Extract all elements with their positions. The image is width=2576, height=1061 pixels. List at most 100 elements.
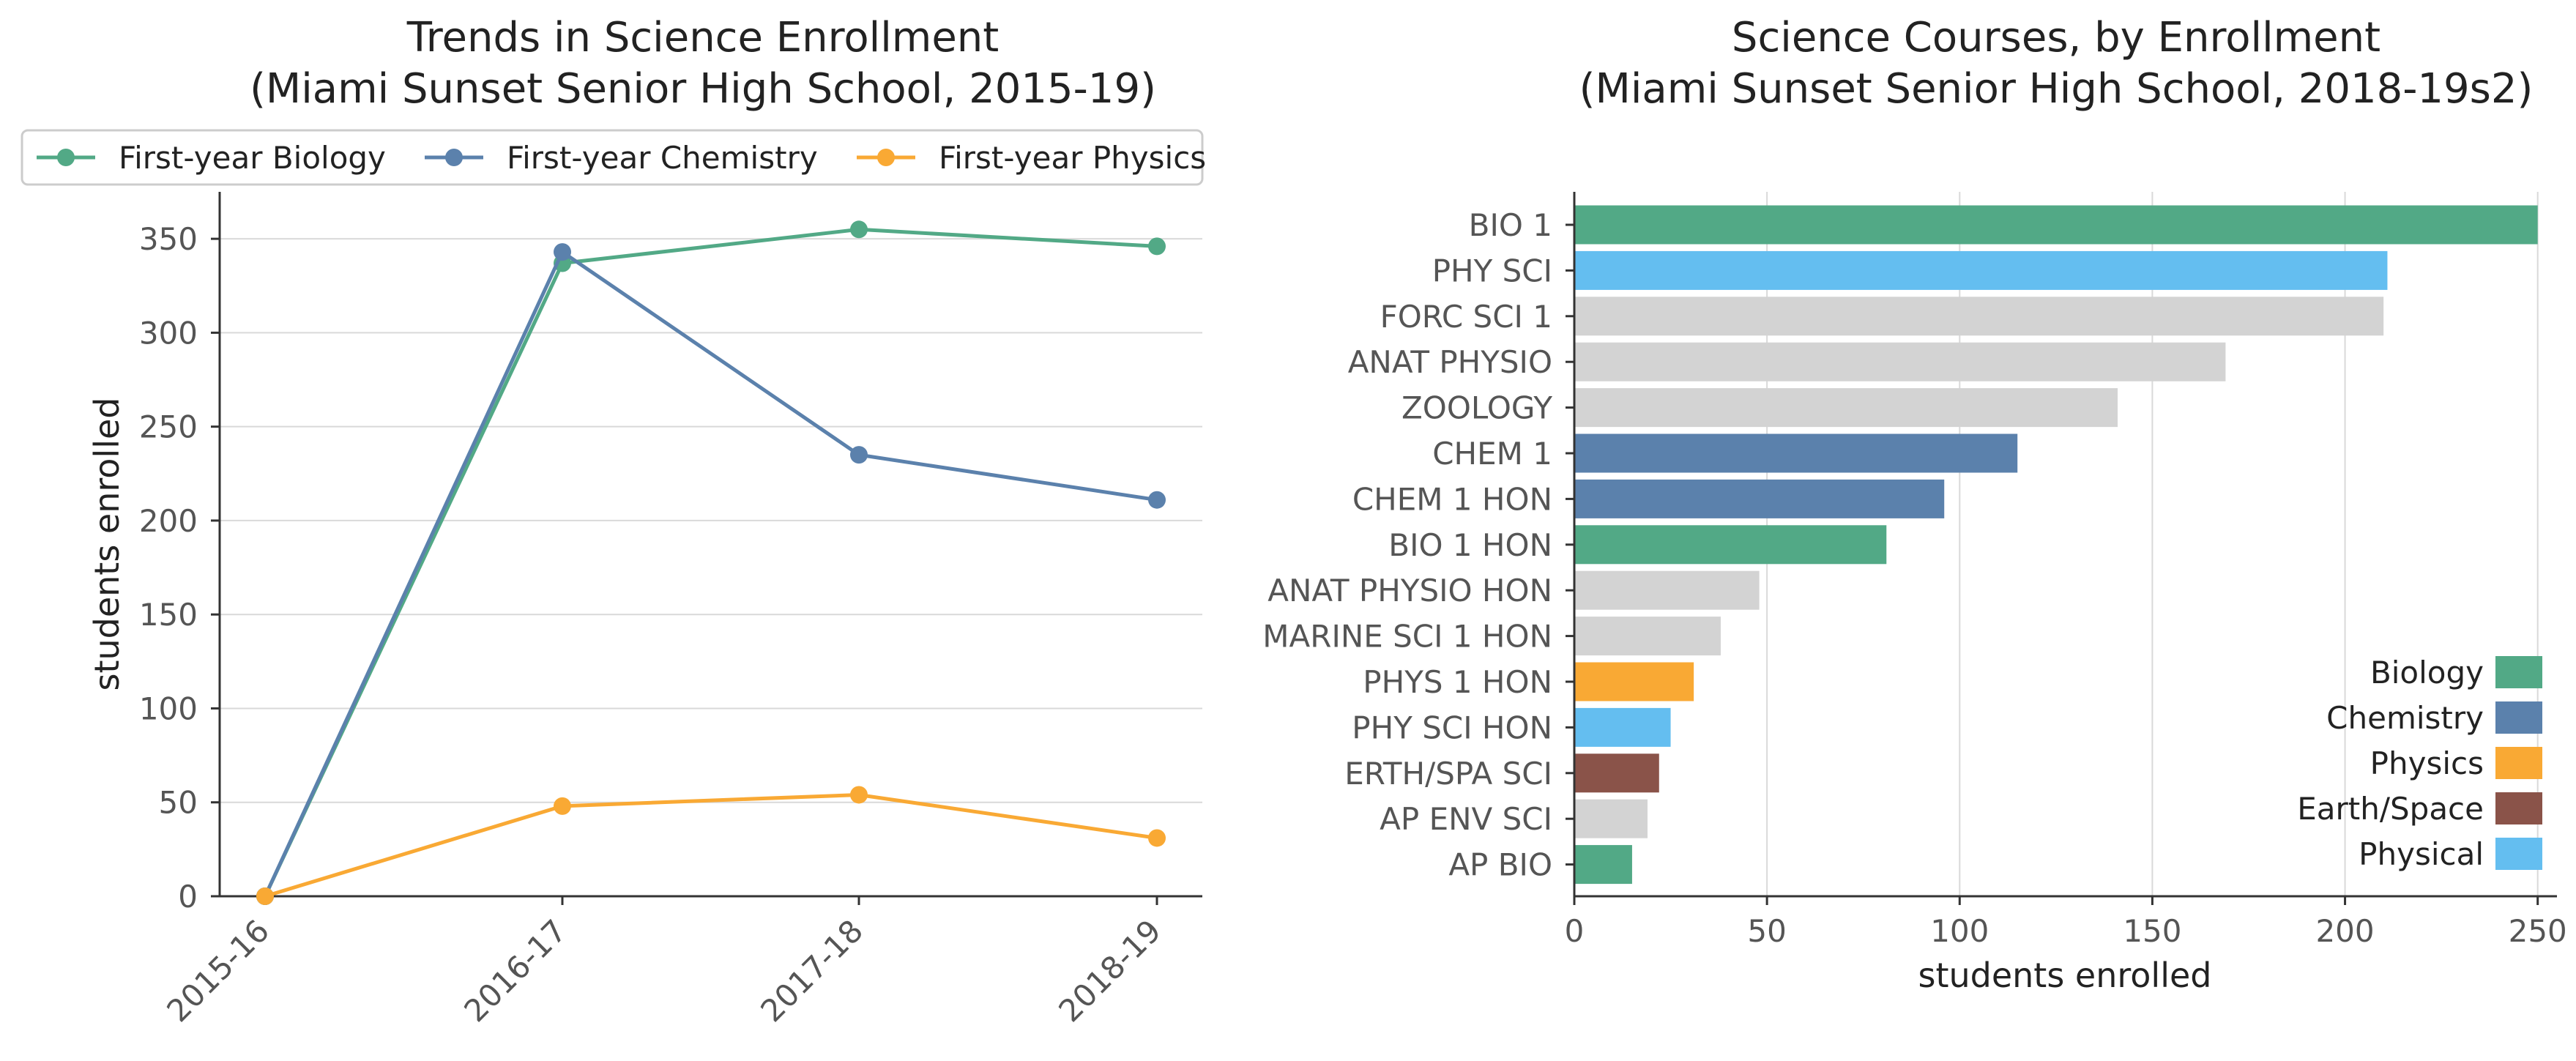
bar: [1574, 297, 2384, 336]
bar-legend-item: Chemistry: [2326, 700, 2542, 736]
line-y-tick-label: 300: [139, 315, 198, 351]
line-chart: Trends in Science Enrollment (Miami Suns…: [21, 14, 1206, 1029]
legend-label: Physics: [2370, 745, 2484, 781]
line-chart-y-axis-label: students enrolled: [87, 398, 127, 691]
bar: [1574, 342, 2226, 381]
bar: [1574, 250, 2388, 290]
line-y-tick-label: 50: [159, 785, 198, 821]
bar-category-label: BIO 1: [1469, 207, 1552, 243]
data-point: [1148, 237, 1166, 256]
bar: [1574, 662, 1694, 701]
data-point: [1148, 829, 1166, 847]
bar-x-tick-label: 200: [2315, 913, 2374, 949]
bar-category-label: BIO 1 HON: [1388, 527, 1552, 563]
series-line: [263, 227, 1158, 898]
line-chart-title-line1: Trends in Science Enrollment: [406, 14, 999, 62]
data-point: [554, 797, 571, 815]
bar-category-label: ANAT PHYSIO HON: [1267, 573, 1552, 608]
bar-category-label: CHEM 1: [1432, 436, 1552, 472]
legend-label: First-year Physics: [939, 140, 1206, 176]
bar-legend-item: Physics: [2370, 745, 2542, 781]
legend-swatch: [2495, 701, 2542, 734]
bar: [1574, 799, 1648, 838]
bar-x-tick-label: 100: [1930, 913, 1989, 949]
bar-chart-title-line2: (Miami Sunset Senior High School, 2018-1…: [1579, 65, 2534, 113]
line-chart-series: [256, 220, 1166, 905]
legend-marker: [57, 149, 75, 166]
bar-category-label: PHY SCI: [1432, 253, 1552, 288]
bar-legend-item: Earth/Space: [2297, 791, 2542, 827]
line-legend-frame: [21, 129, 1204, 186]
bar-category-label: MARINE SCI 1 HON: [1262, 619, 1552, 655]
bar-category-label: ERTH/SPA SCI: [1344, 756, 1552, 792]
bar: [1574, 845, 1632, 885]
bar-chart-x-axis-label: students enrolled: [1918, 956, 2212, 995]
line-legend-item: First-year Chemistry: [425, 140, 818, 176]
series-line: [263, 249, 1158, 898]
bar-chart-x-ticks: 0 50 100 150 200 250: [1565, 896, 2567, 949]
bar: [1574, 617, 1721, 656]
bar: [1574, 707, 1671, 747]
line-x-tick-label: 2018-19: [1051, 912, 1168, 1029]
bar-chart: Science Courses, by Enrollment (Miami Su…: [1262, 14, 2566, 995]
bar-category-label: CHEM 1 HON: [1352, 481, 1552, 517]
bar: [1574, 479, 1945, 518]
data-point: [554, 243, 571, 261]
legend-label: First-year Biology: [119, 140, 386, 176]
bar-chart-bars: [1574, 205, 2538, 885]
legend-label: Chemistry: [2326, 700, 2484, 736]
line-y-tick-label: 100: [139, 690, 198, 726]
line-chart-gridlines: [220, 238, 1202, 803]
bar-chart-legend: Biology Chemistry Physics Earth/Space Physic…: [2297, 655, 2542, 872]
bar-legend-item: Physical: [2359, 836, 2542, 872]
data-point: [1148, 491, 1166, 509]
line-chart-y-ticks: 0 50 100 150 200 250 300 350: [139, 221, 220, 915]
bar: [1574, 525, 1887, 565]
bar-category-label: ANAT PHYSIO: [1348, 344, 1552, 380]
bar-x-tick-label: 250: [2509, 913, 2567, 949]
legend-swatch: [2495, 792, 2542, 824]
data-point: [850, 786, 868, 804]
bar-category-label: ZOOLOGY: [1401, 390, 1552, 426]
line-x-tick-label: 2017-18: [753, 912, 870, 1029]
bar: [1574, 570, 1760, 610]
bar-legend-item: Biology: [2370, 655, 2542, 690]
line-y-tick-label: 200: [139, 503, 198, 539]
data-point: [850, 446, 868, 464]
line-y-tick-label: 0: [178, 879, 198, 915]
data-point: [850, 220, 868, 239]
legend-label: Biology: [2370, 655, 2484, 690]
line-chart-x-ticks: 2015-16 2016-17 2017-18 2018-19: [160, 896, 1168, 1029]
line-series-2: [256, 786, 1166, 905]
legend-marker: [877, 149, 895, 166]
bar-category-label: PHY SCI HON: [1352, 710, 1552, 745]
line-y-tick-label: 350: [139, 221, 198, 257]
line-legend-item: First-year Physics: [857, 140, 1206, 176]
bar-category-label: FORC SCI 1: [1380, 299, 1552, 335]
legend-swatch: [2495, 656, 2542, 688]
bar: [1574, 753, 1659, 793]
line-x-tick-label: 2016-17: [457, 912, 573, 1029]
series-line: [264, 792, 1158, 898]
legend-marker: [445, 149, 463, 166]
bar-category-label: PHYS 1 HON: [1363, 664, 1552, 700]
bar-chart-title-line1: Science Courses, by Enrollment: [1732, 14, 2380, 62]
legend-label: First-year Chemistry: [507, 140, 818, 176]
bar-category-label: AP BIO: [1448, 847, 1552, 883]
line-legend-item: First-year Biology: [37, 140, 386, 176]
legend-label: Physical: [2359, 836, 2484, 872]
bar-chart-category-labels: BIO 1 PHY SCI FORC SCI 1 ANAT PHYSIO ZOOLOGY…: [1262, 207, 1574, 883]
bar-x-tick-label: 50: [1747, 913, 1786, 949]
bar: [1574, 433, 2018, 473]
legend-swatch: [2495, 838, 2542, 870]
data-point: [256, 887, 274, 905]
legend-label: Earth/Space: [2297, 791, 2484, 827]
line-x-tick-label: 2015-16: [160, 912, 276, 1029]
bar: [1574, 205, 2538, 245]
line-y-tick-label: 250: [139, 409, 198, 445]
bar-x-tick-label: 0: [1565, 913, 1585, 949]
legend-swatch: [2495, 747, 2542, 779]
line-y-tick-label: 150: [139, 597, 198, 633]
line-chart-legend: First-year Biology First-year Chemistry Fi…: [21, 129, 1206, 186]
